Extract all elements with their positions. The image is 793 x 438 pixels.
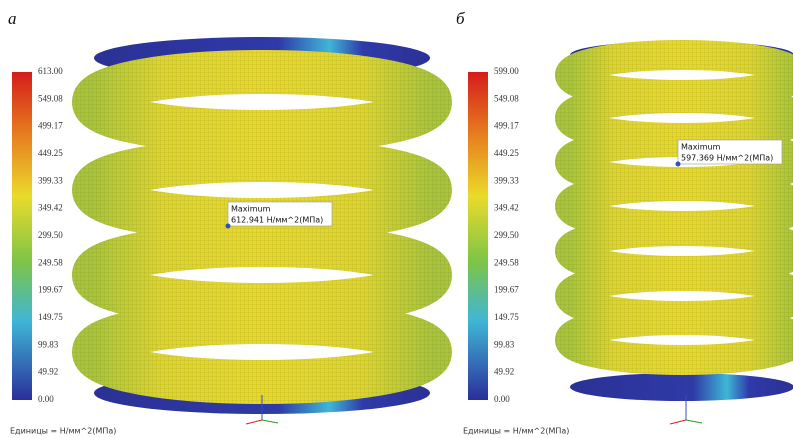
legend-tick-label: 399.33 xyxy=(494,175,519,185)
legend-tick-label: 99.83 xyxy=(494,339,515,349)
annotation-box xyxy=(677,139,783,165)
legend-tick-label: 199.67 xyxy=(494,285,519,295)
coil-mesh xyxy=(555,305,793,375)
axis-line xyxy=(245,419,263,425)
coil-mesh xyxy=(72,300,452,404)
coil-mesh xyxy=(72,50,452,154)
axis-line xyxy=(669,419,687,425)
annotation-value: 597.369 Н/мм^2(МПа) xyxy=(681,154,773,163)
legend-bar xyxy=(468,72,488,400)
legend-tick-label: 49.92 xyxy=(38,367,58,377)
panel: б Единицы = Н/мм^2(МПа) 599.00 549.08 499.… xyxy=(456,9,793,436)
legend-tick-label: 449.25 xyxy=(494,148,519,158)
panel-label: б xyxy=(456,9,465,28)
legend-tick-label: 99.83 xyxy=(38,339,59,349)
legend-tick-label: 0.00 xyxy=(494,394,510,404)
coil-mesh xyxy=(72,223,452,327)
legend-tick-label: 199.67 xyxy=(38,285,63,295)
legend-tick-label: 549.08 xyxy=(38,93,63,103)
legend-tick-label: 613.00 xyxy=(38,66,63,76)
annotation-title: Maximum xyxy=(231,205,271,214)
end-plate xyxy=(570,373,793,401)
panel-label: а xyxy=(8,9,17,28)
legend-tick-label: 499.17 xyxy=(494,121,519,131)
legend-tick-label: 499.17 xyxy=(38,121,63,131)
axis-line xyxy=(261,419,279,424)
legend-tick-label: 249.58 xyxy=(494,257,519,267)
legend-tick-label: 249.58 xyxy=(38,257,63,267)
panel: а Единицы = Н/мм^2(МПа) 613.00 549.08 499.… xyxy=(8,9,452,436)
units: Единицы = Н/мм^2(МПа) xyxy=(10,427,116,436)
legend-tick-label: 349.42 xyxy=(38,203,63,213)
legend-tick-label: 49.92 xyxy=(494,367,514,377)
legend-tick-label: 149.75 xyxy=(494,312,519,322)
legend-tick-label: 299.50 xyxy=(38,230,63,240)
annotation-value: 612.941 Н/мм^2(МПа) xyxy=(231,216,323,225)
annotation-box xyxy=(227,201,333,227)
legend-tick-label: 299.50 xyxy=(494,230,519,240)
max-point xyxy=(675,161,681,167)
legend-tick-label: 599.00 xyxy=(494,66,519,76)
legend-bar xyxy=(12,72,32,400)
legend-tick-label: 349.42 xyxy=(494,203,519,213)
axis-line xyxy=(685,419,703,424)
annotation-title: Maximum xyxy=(681,143,721,152)
legend-tick-label: 399.33 xyxy=(38,175,63,185)
legend-tick-label: 149.75 xyxy=(38,312,63,322)
legend-tick-label: 449.25 xyxy=(38,148,63,158)
legend-tick-label: 549.08 xyxy=(494,93,519,103)
max-point xyxy=(225,223,231,229)
legend-tick-label: 0.00 xyxy=(38,394,54,404)
units: Единицы = Н/мм^2(МПа) xyxy=(463,427,569,436)
